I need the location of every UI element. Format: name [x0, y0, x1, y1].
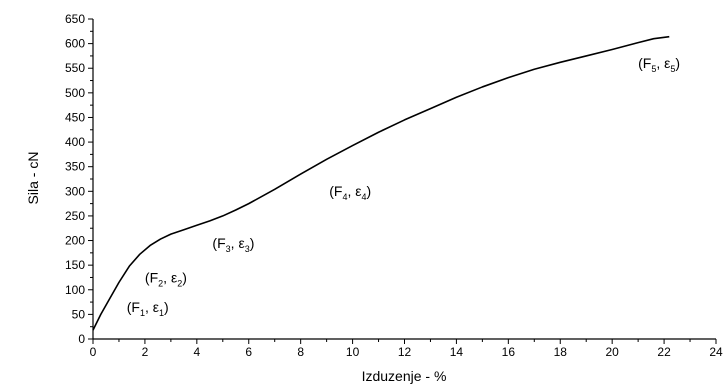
annotation-subscript: 1 — [159, 308, 164, 318]
y-tick-label: 500 — [65, 86, 85, 100]
y-tick-label: 150 — [65, 258, 85, 272]
x-tick-label: 18 — [554, 345, 568, 359]
y-tick-label: 100 — [65, 283, 85, 297]
annotation-text: F — [150, 269, 159, 285]
annotation-subscript: 4 — [342, 192, 347, 202]
x-tick-label: 8 — [297, 345, 304, 359]
annotation-subscript: 1 — [140, 308, 145, 318]
point-annotation: (F3, ε3) — [212, 235, 254, 254]
annotation-text: F — [334, 183, 343, 199]
annotation-layer: (F1, ε1)(F2, ε2)(F3, ε3)(F4, ε4)(F5, ε5) — [127, 55, 680, 318]
x-tick-label: 14 — [450, 345, 464, 359]
series-layer — [92, 35, 670, 331]
annotation-text: ) — [675, 55, 680, 71]
y-axis: 0 50 100 150 200 250 300 350 400 450 500 550 600 650 — [65, 12, 94, 346]
annotation-text: ) — [250, 235, 255, 251]
point-annotation: (F5, ε5) — [638, 55, 680, 74]
annotation-text: ( — [638, 55, 643, 71]
annotation-text: , — [231, 235, 239, 251]
y-tick-label: 250 — [65, 209, 85, 223]
y-axis-title: Sila - cN — [25, 152, 41, 205]
y-tick-label: 450 — [65, 110, 85, 124]
annotation-text: , — [145, 299, 153, 315]
annotation-text: , — [656, 55, 664, 71]
annotation-text: , — [347, 183, 355, 199]
annotation-subscript: 5 — [670, 64, 675, 74]
annotation-text: ( — [212, 235, 217, 251]
annotation-text: F — [131, 299, 140, 315]
y-tick-label: 50 — [72, 307, 86, 321]
point-annotation: (F4, ε4) — [329, 183, 371, 202]
x-axis-title: Izduzenje - % — [362, 368, 447, 384]
y-tick-label: 0 — [78, 332, 85, 346]
annotation-text: ( — [329, 183, 334, 199]
annotation-text: ( — [145, 269, 150, 285]
x-tick-label: 2 — [142, 345, 149, 359]
x-axis: 0 2 4 6 8 10 12 14 16 18 20 22 24 — [90, 338, 723, 359]
annotation-subscript: 3 — [226, 244, 231, 254]
y-tick-label: 650 — [65, 12, 85, 26]
annotation-text: ε — [153, 299, 159, 315]
y-tick-label: 400 — [65, 135, 85, 149]
annotation-text: ) — [182, 269, 187, 285]
y-tick-label: 550 — [65, 61, 85, 75]
annotation-subscript: 4 — [362, 192, 367, 202]
annotation-text: F — [217, 235, 226, 251]
point-annotation: (F2, ε2) — [145, 269, 187, 288]
x-tick-label: 10 — [346, 345, 360, 359]
x-tick-label: 12 — [398, 345, 412, 359]
x-tick-label: 20 — [605, 345, 619, 359]
annotation-text: ) — [164, 299, 169, 315]
annotation-subscript: 3 — [245, 244, 250, 254]
annotation-subscript: 2 — [158, 278, 163, 288]
x-tick-label: 6 — [245, 345, 252, 359]
annotation-text: ε — [238, 235, 244, 251]
annotation-text: ε — [355, 183, 361, 199]
series-line — [92, 35, 670, 331]
annotation-text: , — [163, 269, 171, 285]
x-tick-label: 0 — [90, 345, 97, 359]
annotation-text: ) — [367, 183, 372, 199]
y-tick-label: 300 — [65, 184, 85, 198]
annotation-subscript: 2 — [177, 278, 182, 288]
annotation-text: ( — [127, 299, 132, 315]
y-tick-label: 350 — [65, 160, 85, 174]
annotation-text: ε — [664, 55, 670, 71]
x-tick-label: 22 — [657, 345, 671, 359]
annotation-text: F — [643, 55, 652, 71]
x-tick-label: 4 — [193, 345, 200, 359]
point-annotation: (F1, ε1) — [127, 299, 169, 318]
annotation-subscript: 5 — [651, 64, 656, 74]
annotation-text: ε — [171, 269, 177, 285]
x-tick-label: 24 — [709, 345, 723, 359]
x-tick-label: 16 — [502, 345, 516, 359]
y-tick-label: 200 — [65, 234, 85, 248]
y-tick-label: 600 — [65, 37, 85, 51]
